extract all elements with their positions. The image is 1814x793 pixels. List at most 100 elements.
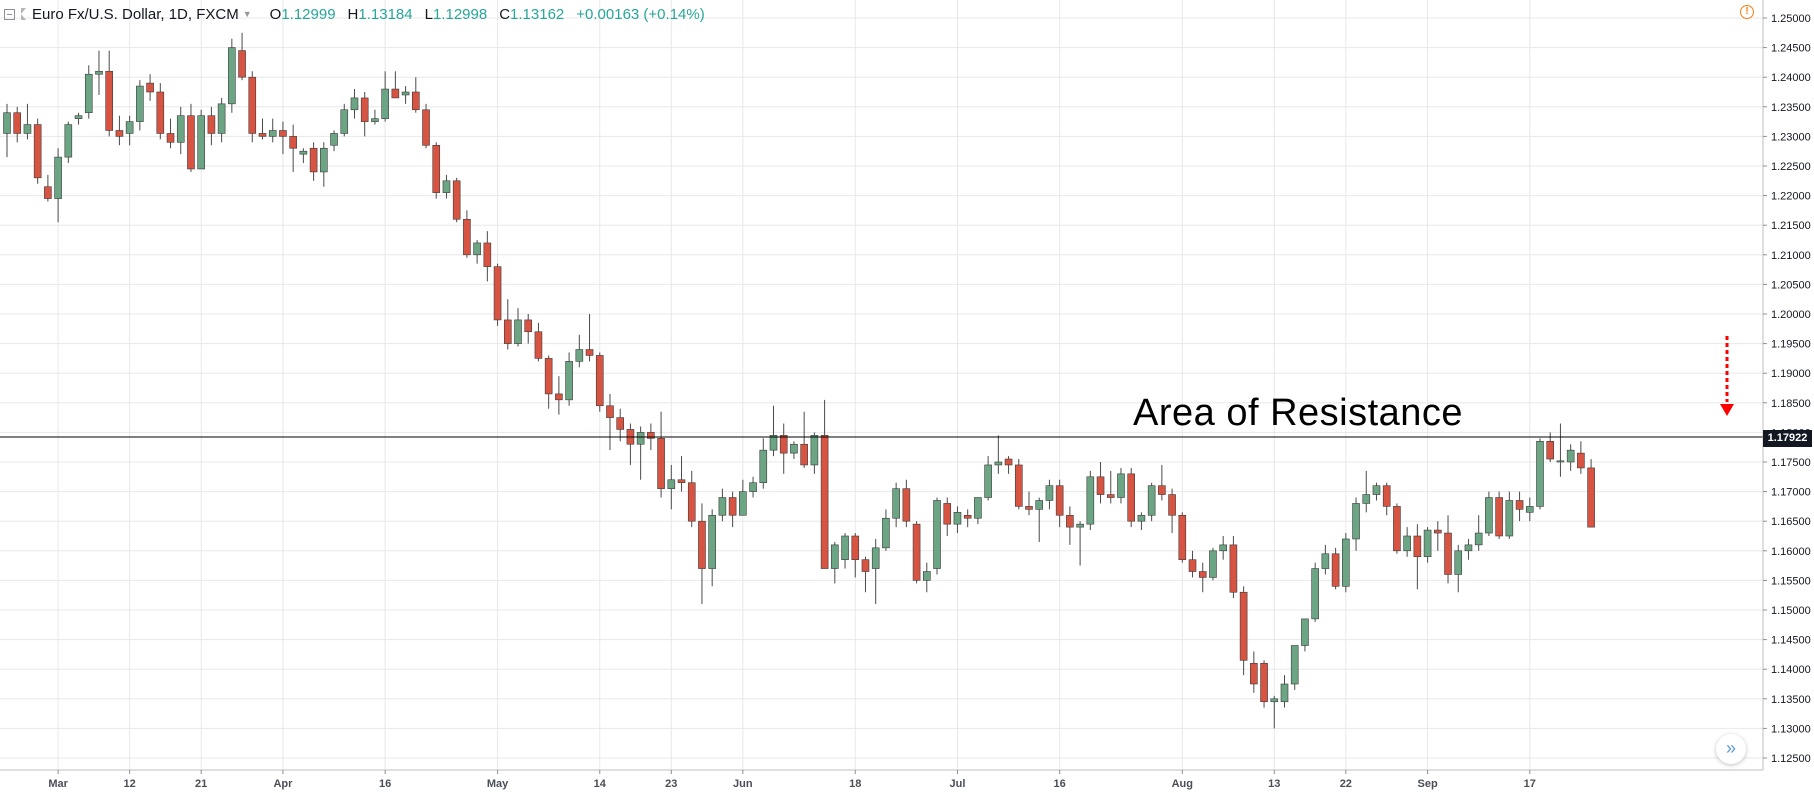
candle [657,411,665,498]
candle [23,103,32,140]
candle [759,438,768,489]
candle-body-down [677,479,686,484]
candle [391,71,400,99]
candle [524,314,533,344]
candle-body-down [411,91,420,111]
candle-body-up [371,118,379,122]
candle [330,130,338,152]
candle-body-down [1331,553,1340,587]
alert-icon[interactable]: ! [1740,5,1754,19]
scroll-to-realtime-button[interactable]: » [1716,734,1746,764]
candle-body-up [1362,494,1371,504]
candle [790,441,798,460]
y-tick-label: 1.24000 [1771,72,1811,84]
y-tick-label: 1.16500 [1771,516,1811,528]
y-tick-label: 1.20500 [1771,279,1811,291]
candle [1035,497,1044,542]
annotation-arrow [1720,336,1734,416]
y-tick-label: 1.23000 [1771,131,1811,143]
candle [483,231,492,282]
candle [912,521,921,584]
candle [810,432,819,474]
candle [432,142,441,199]
candle [1260,660,1268,708]
candle-body-up [1352,503,1360,540]
candle-body-down [595,355,604,407]
candle-body-down [483,242,492,267]
candle-body-down [943,503,952,525]
candle-body-up [176,115,185,143]
chart-header: Euro Fx/U.S. Dollar, 1D, FXCM ▼ O1.12999… [0,0,705,28]
flag-icon[interactable] [21,8,26,20]
candle-body-down [503,319,512,344]
candle [248,71,257,143]
price-axis[interactable]: 1.25000 1.24500 1.24000 1.23500 1.23000 1.225… [1763,13,1811,765]
candle-body-up [1280,683,1289,703]
candle-body-up [74,115,83,119]
candle [1055,479,1064,528]
candle [268,118,277,143]
candle [452,177,461,223]
candle-body-up [974,497,982,519]
candle [1239,586,1248,676]
candle-body-up [984,464,992,498]
symbol-title[interactable]: Euro Fx/U.S. Dollar, 1D, FXCM [32,5,239,23]
candle-body-up [54,156,62,199]
candle-body-down [1004,458,1013,466]
y-tick-label: 1.21500 [1771,220,1811,232]
candle-body-down [289,136,297,149]
candle [340,103,349,137]
candle [667,464,676,510]
candle [514,308,522,347]
candle-body-up [84,73,93,114]
candle-body-up [350,97,359,111]
x-tick-label: 13 [1268,778,1280,790]
x-tick-label: 21 [195,778,207,790]
caret-down-icon[interactable]: ▼ [242,9,252,19]
candle [1464,538,1473,560]
candle-body-down [800,443,808,466]
candle-body-up [1403,535,1411,552]
time-axis[interactable]: Mar 12 21 Apr 16 May 14 23 Jun 18 Jul 16 Aug 13 22 Sep 1… [48,770,1536,790]
candle [1025,491,1033,516]
open-value: O1.12999 [270,6,336,23]
candle-body-down [1393,506,1401,552]
candle [800,411,808,468]
candle [1587,459,1595,528]
candle [749,476,757,498]
candle [1311,562,1319,622]
x-tick-label: 18 [849,778,861,790]
candle [841,533,849,569]
candle-body-down [279,130,287,137]
candle-body-up [1290,645,1299,685]
y-tick-label: 1.24500 [1771,43,1811,55]
candle-body-down [452,180,461,220]
y-tick-label: 1.19000 [1771,368,1811,380]
candle-body-down [555,393,563,401]
candle-body-up [1485,497,1493,534]
candle-body-down [44,186,52,199]
candle [708,509,716,587]
candle [1147,482,1156,522]
candle-body-down [1178,514,1187,560]
candle [1413,524,1422,590]
candle-body-down [647,432,655,439]
candle-body-down [657,438,665,489]
candle-body-down [861,559,870,572]
x-tick-label: 16 [379,778,391,790]
open-key: O [269,5,282,23]
candle [1485,491,1493,536]
candle [922,562,931,593]
collapse-icon[interactable] [4,8,15,20]
candle-body-down [1434,529,1442,534]
close-number: 1.13162 [510,5,565,23]
y-tick-label: 1.12500 [1771,753,1811,765]
candle [411,77,420,113]
candle-body-up [1505,500,1514,537]
candle [677,456,686,492]
candle [1454,544,1463,593]
candle-body-down [13,112,22,134]
candle [1219,536,1227,560]
x-tick-label: Jun [733,778,753,790]
